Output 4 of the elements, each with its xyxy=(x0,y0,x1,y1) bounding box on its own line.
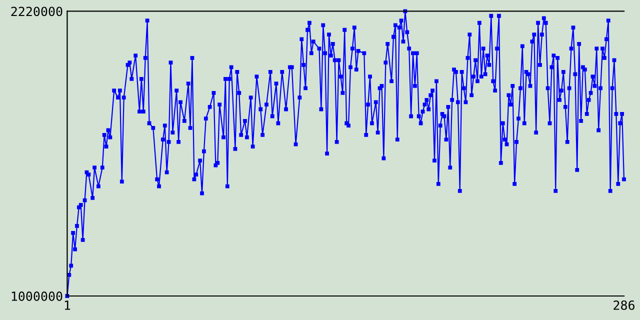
x-tick-label: 1 xyxy=(64,300,70,310)
y-tick-label: 1000000 xyxy=(12,292,62,301)
x-tick-label: 286 xyxy=(614,300,634,310)
y-tick-label: 2220000 xyxy=(11,6,62,16)
